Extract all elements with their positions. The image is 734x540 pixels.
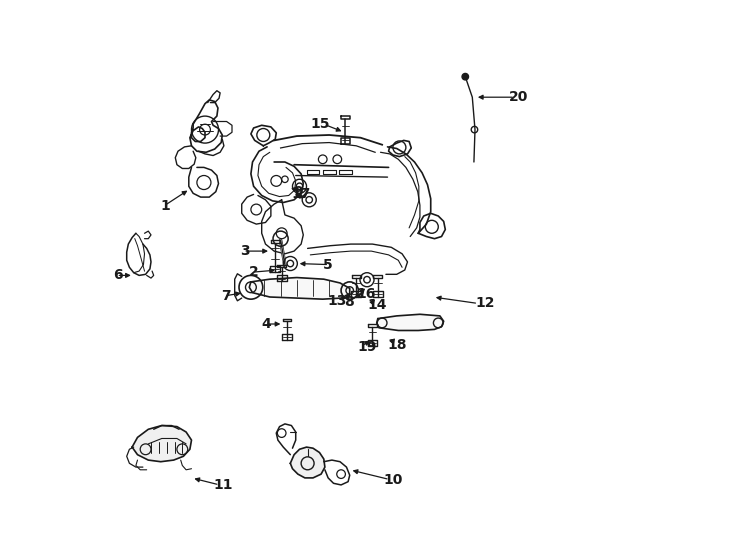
Polygon shape (368, 324, 377, 327)
Polygon shape (368, 340, 377, 346)
Polygon shape (373, 291, 382, 297)
Text: 1: 1 (160, 199, 170, 213)
Polygon shape (132, 426, 192, 462)
Polygon shape (341, 138, 350, 144)
Text: 7: 7 (221, 289, 231, 303)
Text: 17: 17 (291, 187, 310, 201)
Text: 20: 20 (509, 90, 528, 104)
Polygon shape (291, 447, 325, 478)
Text: 5: 5 (323, 258, 333, 272)
Text: 2: 2 (250, 265, 259, 279)
Polygon shape (277, 275, 286, 281)
Polygon shape (352, 291, 361, 297)
Text: 9: 9 (293, 185, 302, 199)
Text: 15: 15 (310, 117, 330, 131)
Polygon shape (377, 314, 443, 330)
Text: 8: 8 (344, 295, 354, 309)
Polygon shape (374, 275, 382, 278)
Polygon shape (352, 275, 360, 278)
Circle shape (462, 73, 468, 80)
Polygon shape (270, 266, 280, 272)
Text: 10: 10 (383, 472, 402, 487)
Text: 14: 14 (367, 298, 387, 312)
Text: 4: 4 (261, 317, 272, 331)
Text: 12: 12 (475, 296, 495, 310)
Text: 11: 11 (213, 478, 233, 492)
Polygon shape (271, 240, 280, 243)
Polygon shape (283, 319, 291, 321)
Text: 16: 16 (356, 287, 376, 301)
Text: 13: 13 (327, 294, 346, 308)
Polygon shape (250, 278, 349, 299)
Text: 6: 6 (113, 268, 123, 282)
Text: 18: 18 (387, 338, 407, 352)
Text: 19: 19 (357, 340, 377, 354)
Polygon shape (341, 116, 349, 119)
Polygon shape (282, 334, 292, 340)
Text: 3: 3 (240, 244, 250, 258)
Polygon shape (277, 265, 286, 267)
